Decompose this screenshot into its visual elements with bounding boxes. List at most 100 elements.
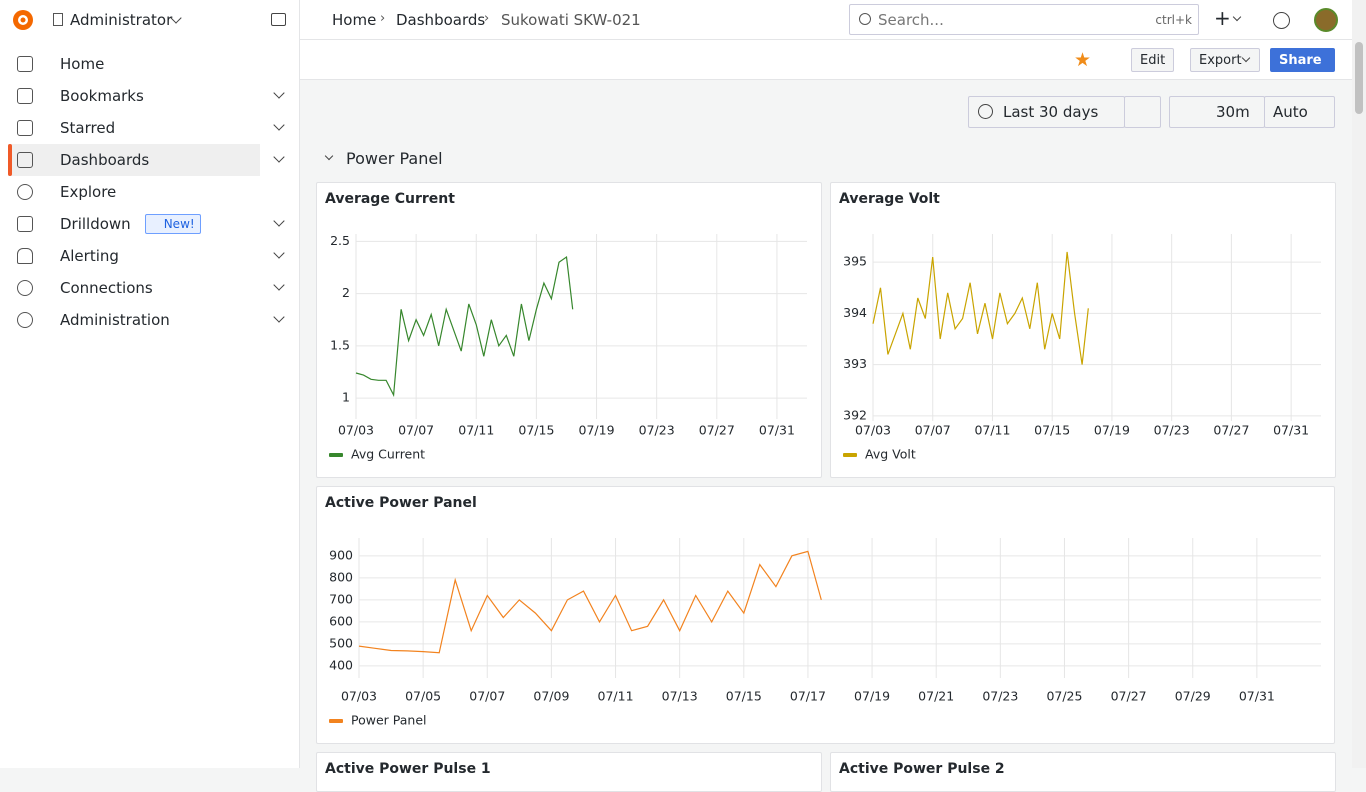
chart: 392 393 394 395 07/03 07/07 07/11 07/15 07/19 07/… [843, 234, 1321, 462]
y-tick-label: 700 [329, 591, 353, 606]
nav-item[interactable]: Home [8, 48, 260, 80]
y-tick-label: 1 [342, 390, 350, 405]
x-tick-label: 07/23 [1154, 423, 1190, 438]
expand-chevron[interactable] [273, 215, 285, 227]
x-tick-label: 07/15 [726, 689, 762, 704]
nav-item[interactable]: Dashboards [8, 144, 260, 176]
x-tick-label: 07/19 [579, 423, 615, 438]
expand-chevron[interactable] [273, 247, 285, 259]
legend-label: Avg Current [351, 447, 425, 462]
series-line [355, 255, 574, 398]
y-tick-label: 2 [342, 285, 350, 300]
x-tick-label: 07/11 [598, 689, 634, 704]
star-button[interactable]: ★ [1074, 49, 1092, 71]
panel-title: Average Volt [839, 191, 940, 207]
x-tick-label: 07/29 [1175, 689, 1211, 704]
search-placeholder: Search... [878, 11, 944, 29]
x-tick-label: 07/15 [1034, 423, 1070, 438]
expand-chevron[interactable] [273, 151, 285, 163]
org-name[interactable]: Administrator [70, 11, 173, 29]
x-tick-label: 07/17 [790, 689, 826, 704]
help-button[interactable] [1273, 12, 1290, 29]
dock-toggle[interactable] [271, 13, 286, 26]
panel: Average Current 1 1.5 2 2.5 07/03 07/07 07/11 0… [316, 182, 822, 478]
y-tick-label: 1.5 [330, 337, 350, 352]
breadcrumb[interactable]: Home [332, 11, 377, 29]
row-chevron[interactable] [324, 151, 334, 161]
search-box[interactable]: Search... ctrl+k [849, 4, 1199, 35]
row-title[interactable]: Power Panel [346, 149, 443, 168]
panel: Average Volt 392 393 394 395 07/03 07/07 07/11… [830, 182, 1336, 478]
edit-button[interactable]: Edit [1131, 48, 1175, 72]
new-chevron[interactable] [1232, 12, 1242, 22]
nav-label: Connections [60, 279, 153, 297]
breadcrumb: Sukowati SKW-021 [501, 11, 641, 29]
button-label: Share [1279, 52, 1322, 68]
y-tick-label: 2.5 [330, 233, 350, 248]
expand-chevron[interactable] [273, 311, 285, 323]
scroll-thumb[interactable] [1355, 42, 1363, 114]
x-tick-label: 07/07 [469, 689, 505, 704]
legend-swatch [329, 453, 343, 457]
time-picker[interactable]: Last 30 days [968, 96, 1125, 128]
nav-item[interactable]: Alerting [8, 240, 260, 272]
series-line [358, 550, 822, 654]
export-button[interactable]: Export [1190, 48, 1260, 72]
y-tick-label: 395 [843, 254, 867, 269]
shortcut: ctrl+k [1155, 13, 1192, 27]
x-tick-label: 07/31 [1273, 423, 1309, 438]
zoom-out[interactable] [1124, 96, 1161, 128]
separator: › [380, 11, 386, 26]
scrollbar [1352, 0, 1366, 768]
clock-icon [978, 104, 993, 119]
x-tick-label: 07/15 [518, 423, 554, 438]
y-tick-label: 392 [843, 407, 867, 422]
refresh-picker[interactable]: Auto [1264, 96, 1335, 128]
legend-swatch [329, 719, 343, 723]
y-tick-label: 500 [329, 635, 353, 650]
nav-item[interactable]: Bookmarks [8, 80, 260, 112]
panel-title: Active Power Panel [325, 495, 477, 511]
x-tick-label: 07/19 [854, 689, 890, 704]
logo[interactable] [11, 8, 35, 32]
nav-item[interactable]: Starred [8, 112, 260, 144]
x-tick-label: 07/11 [974, 423, 1010, 438]
nav-item[interactable]: Connections [8, 272, 260, 304]
expand-chevron[interactable] [273, 87, 285, 99]
panel: Active Power Pulse 2 [830, 752, 1336, 792]
panel: Active Power Pulse 1 [316, 752, 822, 792]
chart: 400 500 600 700 800 900 07/03 07/05 07/07 07/09 07… [329, 538, 1321, 728]
top-bar: Home › Dashboards › Sukowati SKW-021 Sea… [300, 0, 1366, 40]
nav-item[interactable]: Explore [8, 176, 260, 208]
x-tick-label: 07/23 [982, 689, 1018, 704]
nav-label: Drilldown [60, 215, 131, 233]
time-range: Last 30 days [1003, 103, 1099, 121]
legend-swatch [843, 453, 857, 457]
refresh-mode: Auto [1273, 103, 1308, 121]
nav-label: Starred [60, 119, 116, 137]
x-tick-label: 07/23 [639, 423, 675, 438]
expand-chevron[interactable] [273, 279, 285, 291]
nav-label: Administration [60, 311, 170, 329]
org-icon [53, 13, 63, 26]
expand-chevron[interactable] [273, 119, 285, 131]
y-tick-label: 400 [329, 657, 353, 672]
x-tick-label: 07/21 [918, 689, 954, 704]
nav-label: Bookmarks [60, 87, 144, 105]
avatar[interactable] [1314, 8, 1338, 32]
panel-title: Active Power Pulse 2 [839, 761, 1005, 777]
panel-title: Active Power Pulse 1 [325, 761, 491, 777]
x-tick-label: 07/03 [338, 423, 374, 438]
nav-item[interactable]: Administration [8, 304, 260, 336]
refresh-interval: 30m [1216, 103, 1250, 121]
share-button[interactable]: Share [1270, 48, 1335, 72]
breadcrumb[interactable]: Dashboards [396, 11, 486, 29]
y-tick-label: 900 [329, 547, 353, 562]
badge: New! [144, 214, 201, 234]
sidebar: Administrator Home Bookmarks Starred Das… [0, 0, 300, 768]
x-tick-label: 07/31 [1239, 689, 1275, 704]
x-tick-label: 07/31 [759, 423, 795, 438]
refresh-button[interactable]: 30m [1169, 96, 1265, 128]
new-button[interactable]: + [1214, 6, 1231, 30]
nav-item[interactable]: Drilldown New! [8, 208, 260, 240]
